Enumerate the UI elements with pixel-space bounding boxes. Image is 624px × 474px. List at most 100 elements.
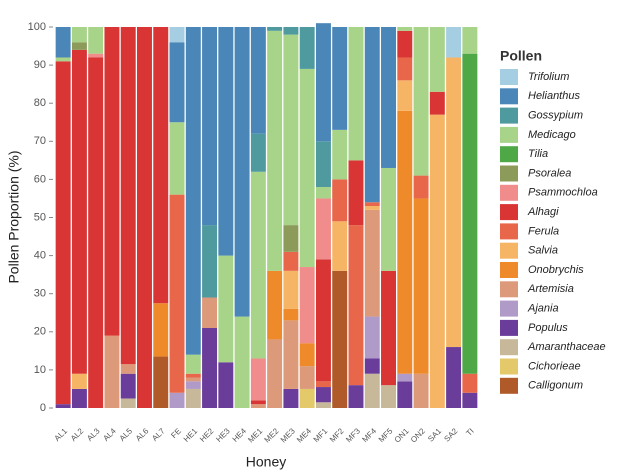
bar-segment <box>332 270 348 408</box>
x-tick-label: AL5 <box>118 426 135 443</box>
bar-segment <box>283 308 299 321</box>
x-tick-label: SA2 <box>442 426 459 443</box>
x-tick-label: HE4 <box>231 426 249 444</box>
bar-segment <box>250 133 266 172</box>
bar-segment <box>315 387 331 403</box>
x-tick-label: TI <box>464 427 475 438</box>
bar-segment <box>250 358 266 401</box>
legend-swatch <box>500 223 518 240</box>
y-tick-label: 40 <box>34 250 46 262</box>
bar-segment <box>267 27 283 31</box>
bar-segment <box>153 356 169 408</box>
x-tick-label: MF4 <box>360 426 378 444</box>
bar-segment <box>397 381 413 408</box>
bar-segment <box>267 270 283 340</box>
legend-swatch <box>500 281 518 298</box>
bar-segment <box>267 30 283 271</box>
bar-segment <box>381 167 397 271</box>
bar-segment <box>267 339 283 408</box>
bar-segment <box>283 270 299 309</box>
bar-segment <box>169 27 185 43</box>
bar-segment <box>153 303 169 357</box>
bar-segment <box>283 34 299 226</box>
bar-segment <box>55 27 71 58</box>
bar-segment <box>120 364 136 374</box>
bar-segment <box>120 398 136 408</box>
y-tick-label: 100 <box>28 21 46 33</box>
legend-label: Onobrychis <box>528 264 584 276</box>
bar-segment <box>283 320 299 389</box>
bar-segment <box>120 373 136 399</box>
bar-segment <box>315 187 331 199</box>
legend-swatch <box>500 204 518 221</box>
bar-segment <box>88 57 104 408</box>
bar-segment <box>120 27 136 365</box>
bar-segment <box>397 110 413 374</box>
bar-segment <box>104 335 120 408</box>
bar-segment <box>299 27 315 69</box>
bar-segment <box>315 141 331 188</box>
bar-segment <box>381 270 397 386</box>
y-tick-label: 20 <box>34 326 46 338</box>
bar-segment <box>88 53 104 58</box>
legend-swatch <box>500 262 518 278</box>
legend-label: Cichorieae <box>528 360 581 372</box>
bar-segment <box>88 27 104 54</box>
bar-segment <box>250 400 266 405</box>
bar-segment <box>169 392 185 408</box>
y-tick-label: 30 <box>34 288 46 300</box>
legend-swatch <box>500 88 518 105</box>
bar-segment <box>332 129 348 180</box>
y-tick-label: 70 <box>34 135 46 147</box>
bar-segment <box>185 373 201 378</box>
legend-label: Helianthus <box>528 90 580 102</box>
x-tick-label: AL2 <box>69 426 86 443</box>
bar-segment <box>462 373 478 393</box>
bar-segment <box>185 354 201 374</box>
bar-segment <box>55 61 71 405</box>
legend-swatch <box>500 165 518 182</box>
legend-swatch <box>500 126 518 143</box>
bar-segment <box>413 27 429 176</box>
bar-segment <box>283 251 299 271</box>
bar-segment <box>332 179 348 222</box>
legend-label: Psoralea <box>528 167 571 179</box>
bar-segment <box>55 404 71 408</box>
bar-segment <box>315 198 331 260</box>
bar-segment <box>71 49 87 374</box>
legend-label: Trifolium <box>528 71 569 83</box>
legend-label: Ferula <box>528 225 559 237</box>
bar-segment <box>250 171 266 359</box>
bar-segment <box>169 194 185 393</box>
legend-title: Pollen <box>500 48 542 64</box>
bar-segment <box>234 27 250 317</box>
bar-segment <box>299 68 315 268</box>
bar-segment <box>283 388 299 408</box>
bar-segment <box>299 388 315 408</box>
x-tick-label: MF2 <box>328 426 346 444</box>
bar-segment <box>364 358 380 374</box>
legend-swatch <box>500 146 518 163</box>
x-tick-label: ME2 <box>263 426 281 444</box>
bar-segment <box>397 57 413 81</box>
bar-segment <box>462 392 478 408</box>
y-tick-label: 10 <box>34 364 46 376</box>
x-tick-label: ON1 <box>393 426 411 444</box>
x-tick-label: ME1 <box>246 426 264 444</box>
bar-segment <box>299 267 315 344</box>
legend-swatch <box>500 107 518 124</box>
bar-segment <box>218 362 234 408</box>
bar-segment <box>413 373 429 408</box>
bar-segment <box>185 388 201 408</box>
bar-segment <box>71 373 87 389</box>
bar-segment <box>202 225 218 298</box>
bar-segment <box>397 373 413 382</box>
bar-segment <box>71 388 87 408</box>
legend-label: Psammochloa <box>528 187 598 199</box>
bar-segment <box>429 91 445 115</box>
bar-segment <box>315 259 331 382</box>
x-tick-label: ON2 <box>409 426 427 444</box>
bar-segment <box>332 27 348 130</box>
bar-segment <box>364 373 380 408</box>
legend-swatch <box>500 184 518 201</box>
